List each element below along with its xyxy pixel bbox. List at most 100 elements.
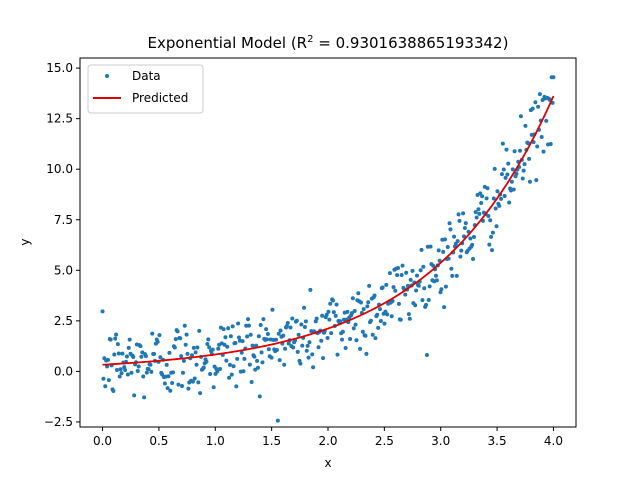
data-point	[366, 300, 371, 305]
data-point	[325, 336, 330, 341]
data-point	[334, 302, 339, 307]
x-tick-label: 1.5	[262, 434, 281, 448]
data-point	[489, 234, 494, 239]
data-point	[468, 236, 473, 241]
data-point	[536, 104, 541, 109]
data-point	[358, 300, 363, 305]
data-point	[539, 135, 544, 140]
data-point	[246, 323, 251, 328]
data-point	[414, 288, 419, 293]
data-point	[537, 92, 542, 97]
data-point	[197, 328, 202, 333]
data-point	[148, 362, 153, 367]
data-point	[195, 345, 200, 350]
data-point	[162, 381, 167, 386]
data-point	[541, 149, 546, 154]
data-point	[240, 339, 245, 344]
data-point	[270, 307, 275, 312]
data-point	[259, 350, 264, 355]
data-point	[419, 247, 424, 252]
data-point	[278, 328, 283, 333]
data-point	[211, 385, 216, 390]
data-point	[391, 285, 396, 290]
data-point	[364, 351, 369, 356]
data-point	[327, 317, 332, 322]
data-point	[116, 351, 121, 356]
data-point	[490, 230, 495, 235]
data-point	[328, 301, 333, 306]
data-point	[224, 358, 229, 363]
data-point	[493, 206, 498, 211]
data-point	[530, 106, 535, 111]
data-point	[210, 347, 215, 352]
data-point	[245, 334, 250, 339]
data-point	[393, 288, 398, 293]
data-point	[138, 344, 143, 349]
data-point	[275, 418, 280, 423]
data-point	[408, 277, 413, 282]
data-point	[385, 312, 390, 317]
data-point	[521, 168, 526, 173]
data-point	[242, 356, 247, 361]
data-point	[324, 312, 329, 317]
data-point	[260, 360, 265, 365]
data-point	[155, 339, 160, 344]
data-point	[551, 75, 556, 80]
data-point	[190, 353, 194, 358]
data-point	[377, 307, 382, 312]
data-point	[512, 149, 517, 154]
data-point	[534, 178, 539, 183]
data-point	[283, 346, 288, 351]
data-point	[436, 248, 441, 253]
data-point	[227, 362, 232, 367]
data-point	[186, 386, 191, 391]
data-point	[288, 325, 293, 330]
data-point	[445, 245, 450, 250]
data-point	[368, 318, 373, 323]
data-point	[522, 162, 527, 167]
data-point	[255, 358, 260, 363]
data-point	[544, 118, 549, 123]
data-point	[487, 242, 492, 247]
data-point	[258, 322, 263, 327]
data-point	[247, 362, 252, 367]
data-point	[123, 367, 128, 372]
data-point	[422, 286, 427, 291]
data-point	[443, 284, 448, 289]
data-point	[207, 345, 212, 350]
data-point	[303, 319, 308, 324]
data-point	[227, 375, 232, 380]
data-point	[490, 248, 495, 253]
legend-data-marker	[105, 74, 109, 78]
data-point	[218, 366, 223, 371]
data-point	[112, 352, 117, 357]
data-point	[421, 264, 426, 269]
data-point	[447, 221, 452, 226]
data-point	[311, 365, 316, 370]
data-point	[502, 193, 507, 198]
data-point	[373, 336, 378, 341]
data-point	[476, 207, 481, 212]
data-point	[434, 278, 439, 283]
data-point	[384, 282, 389, 287]
data-point	[450, 273, 455, 278]
data-point	[246, 317, 251, 322]
data-point	[340, 337, 345, 342]
data-point	[488, 218, 493, 223]
data-point	[424, 352, 429, 357]
legend-box	[87, 64, 204, 114]
data-point	[345, 309, 350, 314]
data-point	[361, 307, 366, 312]
data-point	[360, 329, 365, 334]
data-point	[504, 147, 509, 152]
data-point	[441, 249, 446, 254]
data-point	[165, 386, 170, 391]
data-point	[115, 368, 119, 373]
y-tick-label: 15.0	[46, 61, 73, 75]
data-point	[125, 372, 130, 377]
data-point	[520, 176, 525, 181]
data-point	[499, 172, 504, 177]
data-point	[282, 362, 287, 367]
data-point	[296, 332, 301, 337]
